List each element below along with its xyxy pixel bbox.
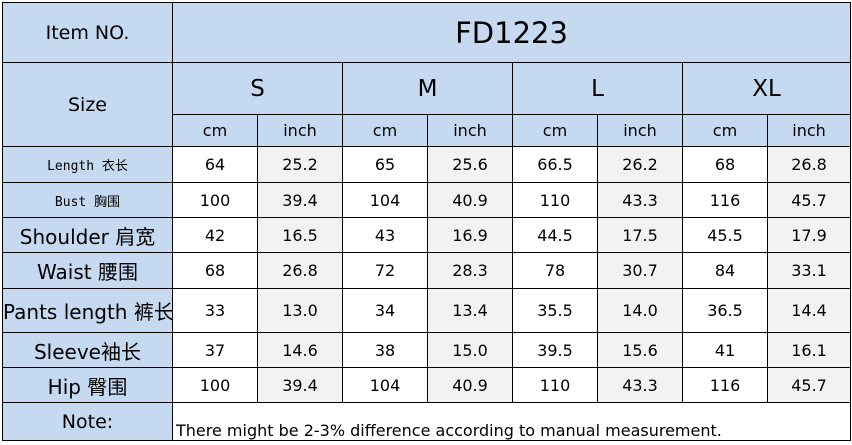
table-row: Hip 臀围 100 39.4 104 40.9 110 43.3 116 45… (2, 367, 852, 403)
table-cell: 45.7 (766, 182, 852, 218)
row-label-length: Length 衣长 (2, 146, 173, 183)
table-cell: 100 (172, 182, 258, 218)
table-cell: 34 (342, 288, 428, 333)
table-cell: 25.6 (427, 146, 513, 183)
table-cell: 14.4 (766, 288, 852, 333)
table-cell: 25.2 (257, 146, 343, 183)
table-cell: 39.4 (257, 367, 343, 403)
table-cell: 28.3 (427, 252, 513, 289)
table-cell: 45.5 (682, 217, 768, 253)
unit-cm-s: cm (172, 114, 258, 147)
table-cell: 37 (172, 332, 258, 368)
row-label-sleeve: Sleeve袖长 (2, 332, 173, 368)
table-cell: 26.8 (766, 146, 852, 183)
table-row: Length 衣长 64 25.2 65 25.6 66.5 26.2 68 2… (2, 146, 852, 183)
unit-inch-xl: inch (766, 114, 852, 147)
table-cell: 14.6 (257, 332, 343, 368)
size-l-header: L (512, 62, 683, 115)
table-cell: 30.7 (597, 252, 683, 289)
note-row: Note: There might be 2-3% difference acc… (2, 402, 852, 441)
unit-inch-l: inch (597, 114, 683, 147)
table-cell: 84 (682, 252, 768, 289)
table-cell: 26.8 (257, 252, 343, 289)
size-m-header: M (342, 62, 513, 115)
unit-row: cm inch cm inch cm inch cm inch (3, 114, 852, 147)
table-cell: 68 (682, 146, 768, 183)
table-cell: 33 (172, 288, 258, 333)
table-cell: 116 (682, 182, 768, 218)
row-label-pants-length: Pants length 裤长 (2, 288, 173, 333)
table-row: Pants length 裤长 33 13.0 34 13.4 35.5 14.… (2, 288, 852, 333)
item-number-label: Item NO. (2, 2, 173, 63)
table-cell: 13.0 (257, 288, 343, 333)
size-xl-header: XL (681, 62, 852, 115)
table-cell: 65 (342, 146, 428, 183)
unit-cm-xl: cm (682, 114, 768, 147)
unit-inch-m: inch (427, 114, 513, 147)
table-cell: 45.7 (766, 367, 852, 403)
unit-inch-s: inch (257, 114, 343, 147)
size-s-header: S (172, 62, 343, 115)
table-cell: 36.5 (682, 288, 768, 333)
table-row: Waist 腰围 68 26.8 72 28.3 78 30.7 84 33.1 (2, 252, 852, 289)
table-cell: 26.2 (597, 146, 683, 183)
item-row: Item NO. FD1223 (2, 2, 852, 63)
table-cell: 78 (512, 252, 598, 289)
table-cell: 43.3 (597, 182, 683, 218)
table-cell: 41 (682, 332, 768, 368)
table-cell: 104 (342, 367, 428, 403)
row-label-waist: Waist 腰围 (2, 252, 173, 289)
table-cell: 43 (342, 217, 428, 253)
table-cell: 40.9 (427, 182, 513, 218)
table-row: Shoulder 肩宽 42 16.5 43 16.9 44.5 17.5 45… (2, 217, 852, 253)
table-cell: 39.5 (512, 332, 598, 368)
table-cell: 14.0 (597, 288, 683, 333)
table-cell: 72 (342, 252, 428, 289)
table-cell: 38 (342, 332, 428, 368)
table-cell: 40.9 (427, 367, 513, 403)
table-cell: 104 (342, 182, 428, 218)
table-cell: 100 (172, 367, 258, 403)
table-cell: 110 (512, 182, 598, 218)
table-cell: 15.6 (597, 332, 683, 368)
note-label: Note: (2, 402, 173, 441)
table-cell: 66.5 (512, 146, 598, 183)
table-cell: 110 (512, 367, 598, 403)
unit-cm-m: cm (342, 114, 428, 147)
row-label-bust: Bust 胸围 (2, 182, 173, 218)
table-cell: 17.5 (597, 217, 683, 253)
table-row: Bust 胸围 100 39.4 104 40.9 110 43.3 116 4… (2, 182, 852, 218)
table-cell: 16.5 (257, 217, 343, 253)
note-text: There might be 2-3% difference according… (171, 402, 852, 441)
table-cell: 42 (172, 217, 258, 253)
table-cell: 35.5 (512, 288, 598, 333)
table-row: Sleeve袖长 37 14.6 38 15.0 39.5 15.6 41 16… (2, 332, 852, 368)
item-number-value: FD1223 (171, 2, 852, 63)
table-cell: 44.5 (512, 217, 598, 253)
table-cell: 116 (682, 367, 768, 403)
table-cell: 16.1 (766, 332, 852, 368)
size-letter-row: Size S M L XL (2, 62, 852, 147)
size-label: Size (2, 62, 173, 147)
table-cell: 17.9 (766, 217, 852, 253)
table-cell: 13.4 (427, 288, 513, 333)
table-cell: 39.4 (257, 182, 343, 218)
table-cell: 43.3 (597, 367, 683, 403)
table-cell: 68 (172, 252, 258, 289)
row-label-hip: Hip 臀围 (2, 367, 173, 403)
table-cell: 64 (172, 146, 258, 183)
table-cell: 15.0 (427, 332, 513, 368)
table-cell: 33.1 (766, 252, 852, 289)
unit-cm-l: cm (512, 114, 598, 147)
table-cell: 16.9 (427, 217, 513, 253)
row-label-shoulder: Shoulder 肩宽 (2, 217, 173, 253)
